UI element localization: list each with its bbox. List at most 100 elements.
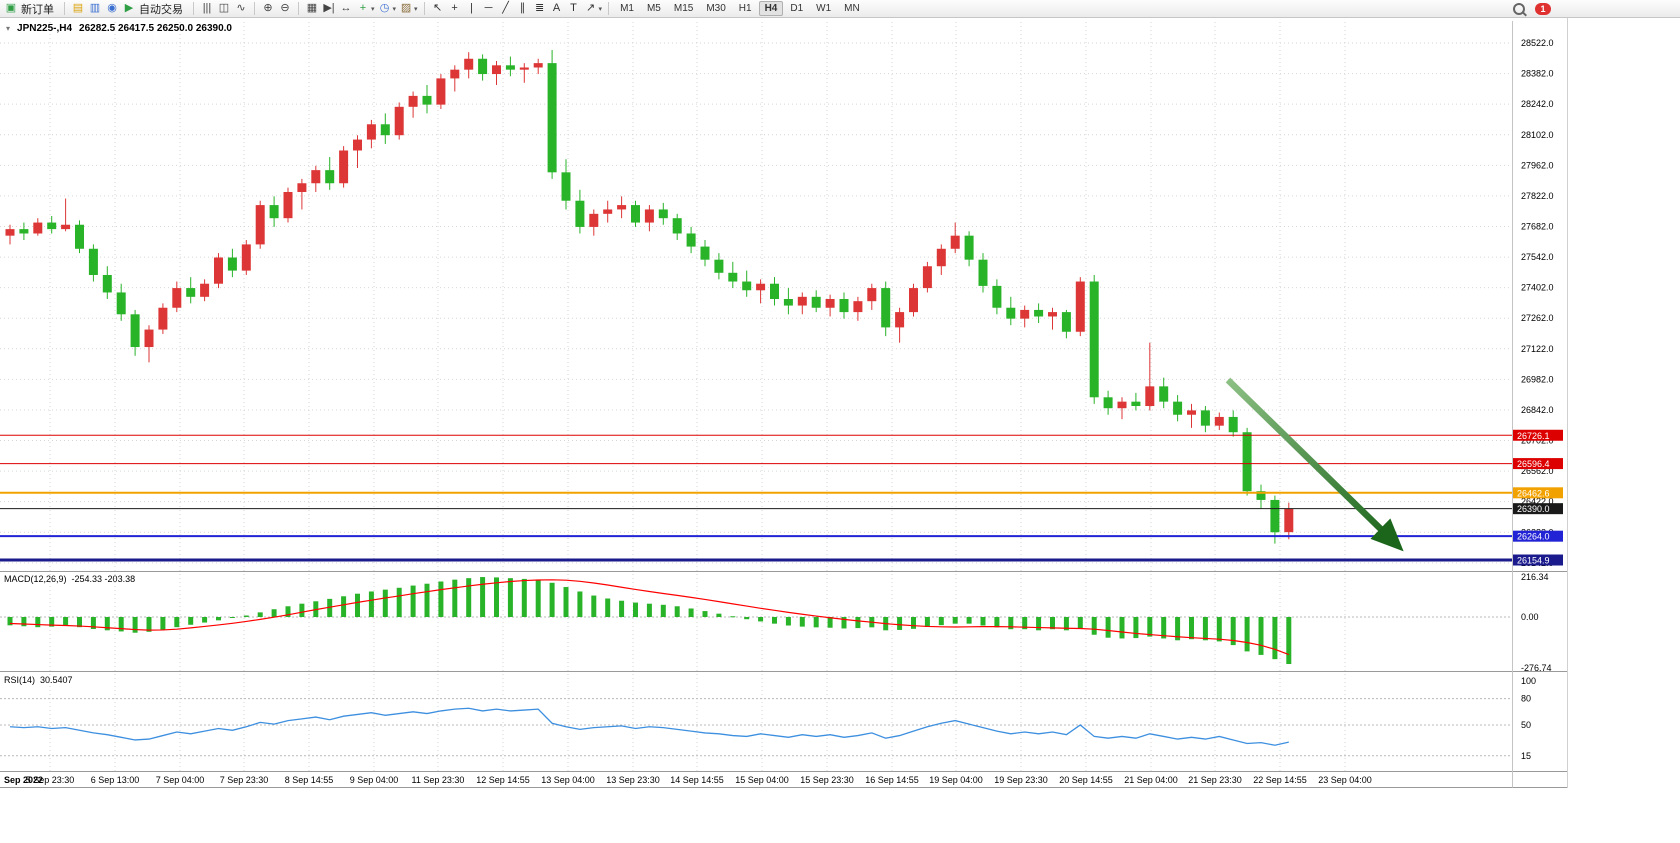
auto-scroll-icon[interactable]: ▶| — [323, 2, 335, 14]
macd-bar — [396, 587, 402, 617]
macd-bar — [188, 617, 194, 625]
price-badge-label: 26462.6 — [1517, 488, 1550, 498]
candlestick-chart-icon[interactable]: ◫ — [218, 2, 230, 14]
info-icon[interactable]: ◉ — [107, 2, 117, 14]
candle-body — [255, 205, 265, 245]
periods-icon-dropdown[interactable]: ▾ — [392, 5, 397, 13]
templates-icon-dropdown[interactable]: ▾ — [414, 5, 418, 13]
timeframe-m15[interactable]: M15 — [673, 3, 694, 14]
macd-bar — [146, 617, 152, 632]
macd-bar — [549, 582, 555, 617]
macd-bar — [758, 617, 764, 622]
macd-bar — [90, 617, 96, 630]
macd-bar — [1008, 617, 1014, 630]
alerts-badge[interactable]: 1 — [1535, 3, 1551, 15]
timeframe-m30[interactable]: M30 — [706, 3, 726, 14]
periods-icon[interactable]: ◷ — [379, 2, 390, 14]
macd-bar — [132, 617, 138, 633]
horizontal-line-icon[interactable]: ─ — [484, 2, 493, 14]
candle-body — [116, 292, 126, 315]
zoom-out-icon[interactable]: ⊖ — [280, 2, 290, 14]
price-axis-label: 28522.0 — [1521, 38, 1554, 48]
price-axis-label: 28242.0 — [1521, 99, 1554, 109]
search-icon[interactable] — [1513, 3, 1525, 15]
candle-body — [519, 67, 529, 70]
macd-bar — [1091, 617, 1097, 635]
arrows-icon[interactable]: ↗ — [585, 2, 596, 14]
candle-body — [1020, 309, 1030, 319]
new-order-icon[interactable]: ▣ — [5, 2, 17, 14]
macd-bar — [1216, 617, 1222, 642]
macd-bar — [7, 617, 13, 626]
macd-bar — [938, 617, 944, 626]
time-axis-label: 13 Sep 04:00 — [541, 775, 595, 785]
auto-trading-icon[interactable]: ▶ — [124, 2, 134, 14]
trend-arrow-annotation[interactable] — [1225, 377, 1404, 552]
candle-body — [144, 329, 154, 348]
text-label-icon[interactable]: T — [570, 2, 577, 14]
candle-body — [19, 229, 29, 234]
line-chart-icon[interactable]: ∿ — [236, 2, 246, 14]
charts-window-icon[interactable]: ▤ — [72, 2, 84, 14]
macd-name: MACD(12,26,9) — [4, 574, 67, 584]
timeframe-mn[interactable]: MN — [844, 3, 860, 14]
macd-bar — [77, 617, 82, 628]
vertical-line-icon[interactable]: | — [470, 2, 473, 14]
candle-body — [853, 301, 863, 313]
indicators-icon-dropdown[interactable]: ▾ — [371, 5, 375, 13]
crosshair-icon[interactable]: + — [451, 2, 458, 14]
macd-bar — [1050, 617, 1055, 630]
fibonacci-icon[interactable]: ≣ — [534, 2, 545, 14]
candle-body — [936, 248, 946, 267]
bar-chart-icon[interactable]: ||| — [202, 2, 212, 14]
toolbar-separator — [423, 2, 425, 15]
candle-body — [811, 296, 821, 308]
timeframe-w1[interactable]: W1 — [816, 3, 832, 14]
chart-context-icon[interactable]: ▾ — [6, 24, 11, 33]
macd-axis-label: -276.74 — [1521, 663, 1552, 673]
candle-body — [1270, 499, 1280, 533]
timeframe-h1[interactable]: H1 — [738, 3, 752, 14]
timeframe-h4[interactable]: H4 — [758, 1, 784, 16]
toolbar-right-group: 1 — [1513, 3, 1551, 15]
candle-body — [380, 124, 390, 136]
arrows-icon-dropdown[interactable]: ▾ — [598, 5, 603, 13]
timeframe-m5[interactable]: M5 — [646, 3, 661, 14]
candle-body — [422, 95, 432, 105]
macd-bar — [911, 617, 916, 629]
trendline-icon[interactable]: ╱ — [502, 2, 509, 14]
macd-bar — [1230, 617, 1236, 646]
candle-body — [770, 283, 779, 299]
text-icon[interactable]: A — [552, 2, 561, 14]
indicators-icon[interactable]: + — [359, 2, 367, 14]
macd-bar — [799, 617, 805, 627]
macd-axis-label: 0.00 — [1521, 612, 1539, 622]
equidistant-channel-icon[interactable]: ∥ — [519, 2, 526, 14]
candle-body — [644, 209, 654, 223]
time-axis-label: Sep 2022 — [4, 775, 43, 785]
candle-body — [450, 69, 460, 79]
cursor-icon[interactable]: ↖ — [432, 2, 443, 14]
candle-body — [297, 183, 307, 192]
candle-body — [1242, 432, 1252, 492]
macd-bar — [1133, 617, 1139, 639]
profiles-icon[interactable]: ▥ — [89, 2, 101, 14]
candle-body — [700, 246, 710, 260]
timeframe-d1[interactable]: D1 — [790, 3, 804, 14]
macd-bar — [1147, 617, 1153, 637]
macd-bar — [563, 587, 569, 617]
candle-body — [394, 106, 404, 136]
macd-bar — [202, 617, 208, 623]
chart-shift-icon[interactable]: ↔ — [340, 2, 352, 14]
macd-bar — [785, 617, 791, 626]
templates-icon[interactable]: ▨ — [400, 2, 412, 14]
timeframe-m1[interactable]: M1 — [620, 3, 634, 14]
macd-bar — [1286, 617, 1292, 665]
time-axis-label: 22 Sep 14:55 — [1253, 775, 1307, 785]
tile-windows-icon[interactable]: ▦ — [306, 2, 318, 14]
zoom-in-icon[interactable]: ⊕ — [263, 2, 273, 14]
candle-body — [241, 244, 251, 271]
candle-body — [895, 312, 905, 328]
